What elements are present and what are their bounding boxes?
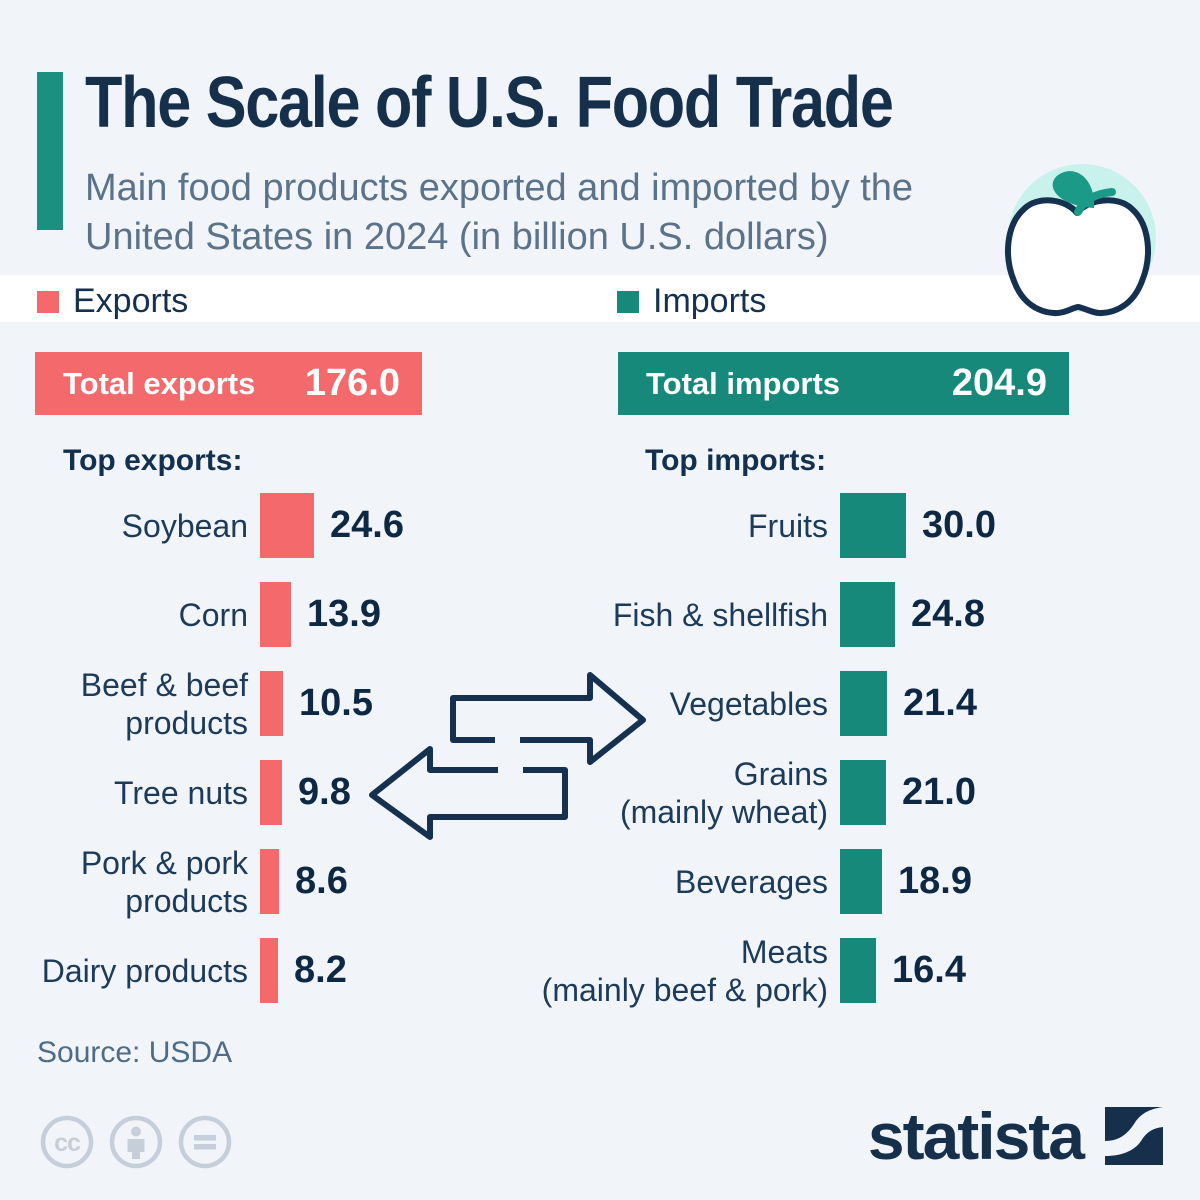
- total-exports-value: 176.0: [304, 362, 400, 404]
- statista-wordmark: statista: [867, 1099, 1085, 1173]
- top-imports-heading: Top imports:: [645, 444, 827, 477]
- value-bar: [260, 582, 291, 647]
- value-label: 18.9: [898, 860, 972, 902]
- category-label: Beverages: [675, 863, 828, 900]
- value-label: 8.6: [295, 860, 348, 902]
- legend-exports: Exports: [37, 282, 188, 321]
- chart-row: Soybean 24.6: [0, 493, 404, 558]
- imports-swatch-icon: [617, 290, 639, 313]
- title-accent-bar: [37, 72, 63, 230]
- exports-swatch-icon: [37, 290, 59, 313]
- category-label: Fish & shellfish: [612, 596, 828, 633]
- chart-row: Vegetables 21.4: [536, 671, 996, 736]
- page-title: The Scale of U.S. Food Trade: [85, 63, 894, 143]
- value-label: 24.6: [330, 504, 404, 546]
- no-derivatives-icon[interactable]: [177, 1114, 233, 1170]
- chart-row: Pork & pork products 8.6: [0, 845, 404, 919]
- subtitle-line-1: Main food products exported and imported…: [85, 167, 914, 209]
- value-label: 30.0: [922, 504, 996, 546]
- chart-row: Fish & shellfish 24.8: [536, 582, 996, 647]
- chart-row: Beef & beef products 10.5: [0, 667, 404, 741]
- value-label: 16.4: [892, 949, 966, 991]
- svg-text:cc: cc: [54, 1129, 81, 1157]
- value-bar: [260, 938, 278, 1003]
- exports-column: Soybean 24.6 Corn 13.9 Beef & beef products 1…: [0, 493, 404, 1003]
- cc-license-icon[interactable]: cc: [39, 1114, 95, 1170]
- value-bar: [840, 760, 886, 825]
- legend-imports-label: Imports: [653, 282, 767, 320]
- category-label: Fruits: [748, 507, 828, 544]
- source-text: Source: USDA: [37, 1036, 233, 1069]
- category-label: Vegetables: [669, 685, 828, 722]
- value-bar: [840, 671, 887, 736]
- page-subtitle: Main food products exported and imported…: [85, 164, 913, 262]
- value-label: 13.9: [307, 593, 381, 635]
- total-imports-label: Total imports: [646, 365, 841, 401]
- exchange-arrows-icon: [369, 672, 646, 840]
- value-bar: [260, 849, 279, 914]
- total-exports-label: Total exports: [63, 365, 256, 401]
- value-label: 9.8: [298, 771, 351, 813]
- chart-row: Fruits 30.0: [536, 493, 996, 558]
- value-label: 21.4: [903, 682, 977, 724]
- total-exports-bar: Total exports 176.0: [35, 352, 422, 415]
- value-label: 8.2: [294, 949, 347, 991]
- total-imports-value: 204.9: [951, 362, 1047, 404]
- imports-column: Fruits 30.0 Fish & shellfish 24.8 Vegetables…: [536, 493, 996, 1008]
- value-bar: [840, 493, 906, 558]
- value-bar: [260, 493, 314, 558]
- value-label: 10.5: [299, 682, 373, 724]
- category-label: Meats (mainly beef & pork): [541, 933, 828, 1008]
- chart-row: Grains (mainly wheat) 21.0: [536, 756, 996, 830]
- top-exports-heading: Top exports:: [63, 444, 243, 477]
- value-label: 24.8: [911, 593, 985, 635]
- attribution-person-icon[interactable]: [108, 1114, 164, 1170]
- category-label: Grains (mainly wheat): [619, 755, 828, 830]
- chart-row: Dairy products 8.2: [0, 938, 404, 1003]
- value-bar: [840, 849, 882, 914]
- category-label: Beef & beef products: [80, 666, 248, 741]
- value-bar: [840, 938, 876, 1003]
- category-label: Soybean: [121, 507, 248, 544]
- value-bar: [260, 760, 282, 825]
- value-bar: [840, 582, 895, 647]
- category-label: Corn: [178, 596, 248, 633]
- chart-row: Tree nuts 9.8: [0, 760, 404, 825]
- chart-row: Corn 13.9: [0, 582, 404, 647]
- legend-imports: Imports: [617, 282, 766, 321]
- cc-license-badges: cc: [39, 1114, 233, 1170]
- chart-row: Beverages 18.9: [536, 849, 996, 914]
- value-bar: [260, 671, 283, 736]
- chart-row: Meats (mainly beef & pork) 16.4: [536, 934, 996, 1008]
- total-imports-bar: Total imports 204.9: [618, 352, 1069, 415]
- category-label: Tree nuts: [114, 774, 248, 811]
- value-label: 21.0: [902, 771, 976, 813]
- legend-exports-label: Exports: [73, 282, 189, 320]
- subtitle-line-2: United States in 2024 (in billion U.S. d…: [85, 216, 829, 258]
- statista-logo[interactable]: statista: [867, 1099, 1163, 1173]
- category-label: Dairy products: [41, 952, 248, 989]
- legend-band: [0, 275, 1200, 322]
- category-label: Pork & pork products: [80, 844, 248, 919]
- apple-icon: [1005, 164, 1156, 317]
- statista-swoosh-icon: [1105, 1107, 1163, 1165]
